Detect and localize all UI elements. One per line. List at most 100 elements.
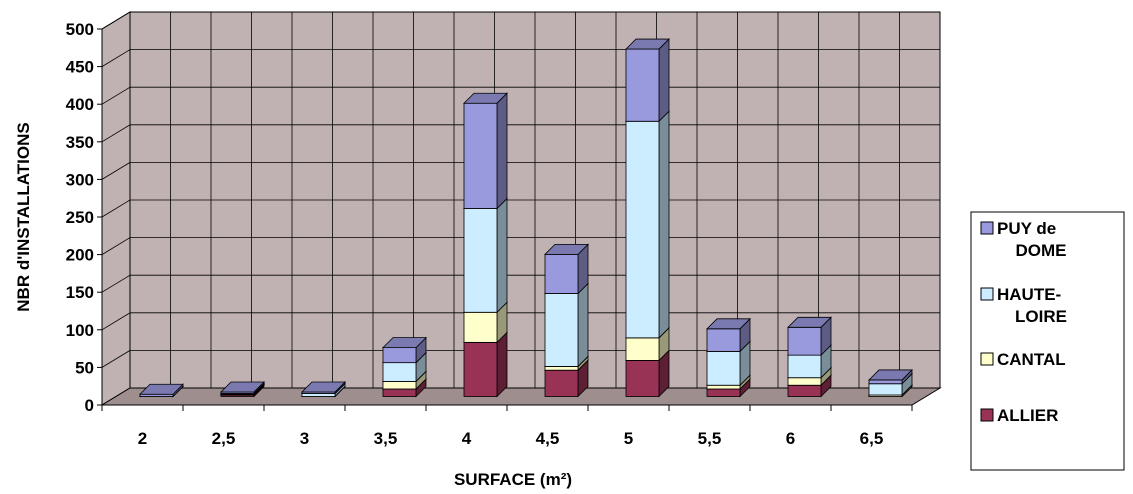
bar-front <box>463 208 498 313</box>
bar-segment <box>544 243 589 295</box>
legend-label: ALLIER <box>997 406 1058 425</box>
bar-top <box>382 337 427 349</box>
bar-side <box>496 92 508 210</box>
x-tick-label: 3 <box>300 429 309 448</box>
bar-front <box>787 326 822 356</box>
chart-bars <box>139 38 913 398</box>
bar-segment <box>868 368 913 385</box>
bar-top <box>868 369 913 381</box>
x-tick-label: 2,5 <box>212 429 236 448</box>
bar-segment <box>625 110 670 339</box>
x-tick-label: 5,5 <box>698 429 722 448</box>
gridline-side <box>101 124 131 143</box>
gridline-side <box>101 49 131 67</box>
y-tick-label: 50 <box>75 358 94 377</box>
gridline-side <box>101 86 131 105</box>
bar-segment <box>382 336 427 364</box>
x-tick-label: 6,5 <box>860 429 884 448</box>
bar-top <box>139 383 184 395</box>
chart-axes <box>97 28 913 411</box>
x-tick-labels: 2 2,5 3 3,5 4 4,5 5 5,5 6 6,5 <box>138 429 884 448</box>
legend-box <box>970 211 1125 471</box>
gridline-side <box>101 312 131 331</box>
bar-front <box>544 369 579 397</box>
bar-top <box>706 318 751 330</box>
bar-front <box>463 341 498 397</box>
gridline-side <box>101 274 131 293</box>
bar-front <box>625 360 660 397</box>
bar-front <box>625 337 660 361</box>
bar-front <box>544 293 579 367</box>
bar-front <box>382 347 417 364</box>
y-tick-label: 400 <box>66 95 94 114</box>
bar-side <box>577 282 589 368</box>
y-tick-label: 150 <box>66 283 94 302</box>
bar-front <box>787 384 822 397</box>
x-tick-label: 4 <box>462 429 472 448</box>
bar-front <box>706 350 741 386</box>
y-tick-label: 200 <box>66 246 94 265</box>
legend-label: DOME <box>1016 241 1067 260</box>
bar-segment <box>625 38 670 123</box>
bar-side <box>658 38 670 123</box>
bar-front <box>544 366 579 371</box>
y-tick-label: 100 <box>66 321 94 340</box>
bar-front <box>625 120 660 339</box>
bar-segment <box>220 381 265 395</box>
bar-side <box>658 110 670 339</box>
bar-front <box>868 383 903 396</box>
bar-front <box>463 311 498 343</box>
bar-front <box>706 384 741 390</box>
legend-swatch <box>980 287 994 301</box>
bar-segment <box>301 381 346 395</box>
legend-swatch <box>980 352 994 366</box>
x-tick-label: 4,5 <box>536 429 560 448</box>
gridline-side <box>101 162 131 180</box>
bar-top <box>787 316 832 328</box>
bar-segment <box>544 282 589 368</box>
legend-label: HAUTE- <box>997 285 1061 304</box>
bar-segment <box>544 359 589 398</box>
gridline-side <box>101 350 131 368</box>
chart-grid <box>101 11 940 388</box>
bar-top <box>463 92 508 104</box>
x-axis-title: SURFACE (m²) <box>454 470 572 489</box>
y-axis-title: NBR d'INSTALLATIONS <box>14 122 33 311</box>
bar-front <box>382 381 417 390</box>
legend-swatch <box>980 221 994 235</box>
bar-front <box>382 362 417 382</box>
y-tick-label: 250 <box>66 208 94 227</box>
bar-side <box>496 331 508 398</box>
bar-side <box>496 197 508 314</box>
x-tick-label: 6 <box>786 429 795 448</box>
legend-label: CANTAL <box>997 350 1066 369</box>
bar-front <box>544 253 579 294</box>
bar-front <box>382 388 417 397</box>
bar-top <box>544 243 589 255</box>
bar-top <box>625 38 670 50</box>
bar-front <box>463 102 498 209</box>
y-tick-label: 500 <box>66 20 94 39</box>
x-tick-label: 2 <box>138 429 147 448</box>
y-tick-label: 350 <box>66 133 94 152</box>
gridline-side <box>101 237 131 255</box>
bar-front <box>706 328 741 352</box>
legend-label: LOIRE <box>1015 307 1067 326</box>
bar-front <box>868 379 903 385</box>
y-tick-label: 450 <box>66 58 94 77</box>
y-tick-label: 300 <box>66 170 94 189</box>
bar-segment <box>463 92 508 210</box>
bar-front <box>301 393 336 397</box>
bar-front <box>787 377 822 386</box>
bar-front <box>625 48 660 122</box>
x-tick-label: 5 <box>624 429 633 448</box>
bar-top <box>220 381 265 393</box>
chart-legend: PUY de DOME HAUTE- LOIRE CANTAL ALLIER <box>970 211 1125 471</box>
bar-front <box>706 388 741 397</box>
bar-segment <box>139 383 184 398</box>
bar-top <box>301 381 346 393</box>
bar-front <box>787 354 822 379</box>
x-tick-label: 3,5 <box>374 429 398 448</box>
y-tick-label: 0 <box>85 396 94 415</box>
